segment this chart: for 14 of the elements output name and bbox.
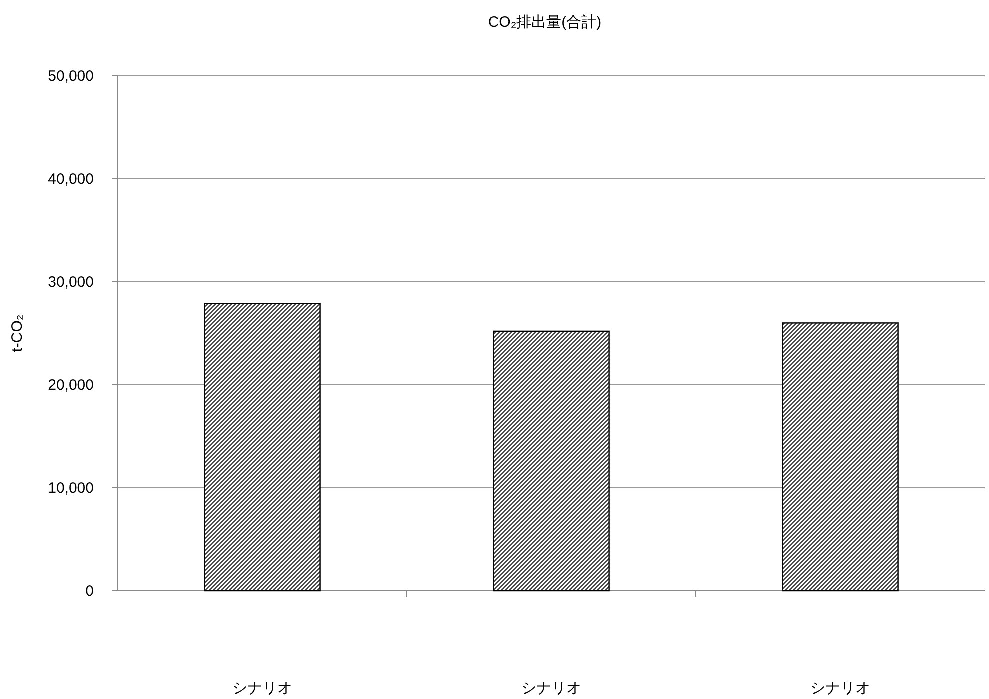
x-tick-label: シナリオ (810, 680, 870, 697)
bar (782, 322, 899, 592)
x-tick-label: シナリオ (522, 680, 582, 697)
y-axis-title: t-CO₂ (9, 314, 26, 352)
y-tick-label: 30,000 (48, 274, 94, 291)
y-tick-label: 10,000 (48, 480, 94, 497)
bar (204, 303, 321, 592)
y-tick-label: 20,000 (48, 377, 94, 394)
y-tick-label: 40,000 (48, 171, 94, 188)
y-tick-label: 50,000 (48, 68, 94, 85)
bar (493, 330, 610, 592)
chart-title: CO₂排出量(合計) (488, 14, 602, 31)
y-tick-label: 0 (86, 583, 94, 600)
x-tick-label: シナリオ (232, 680, 292, 697)
